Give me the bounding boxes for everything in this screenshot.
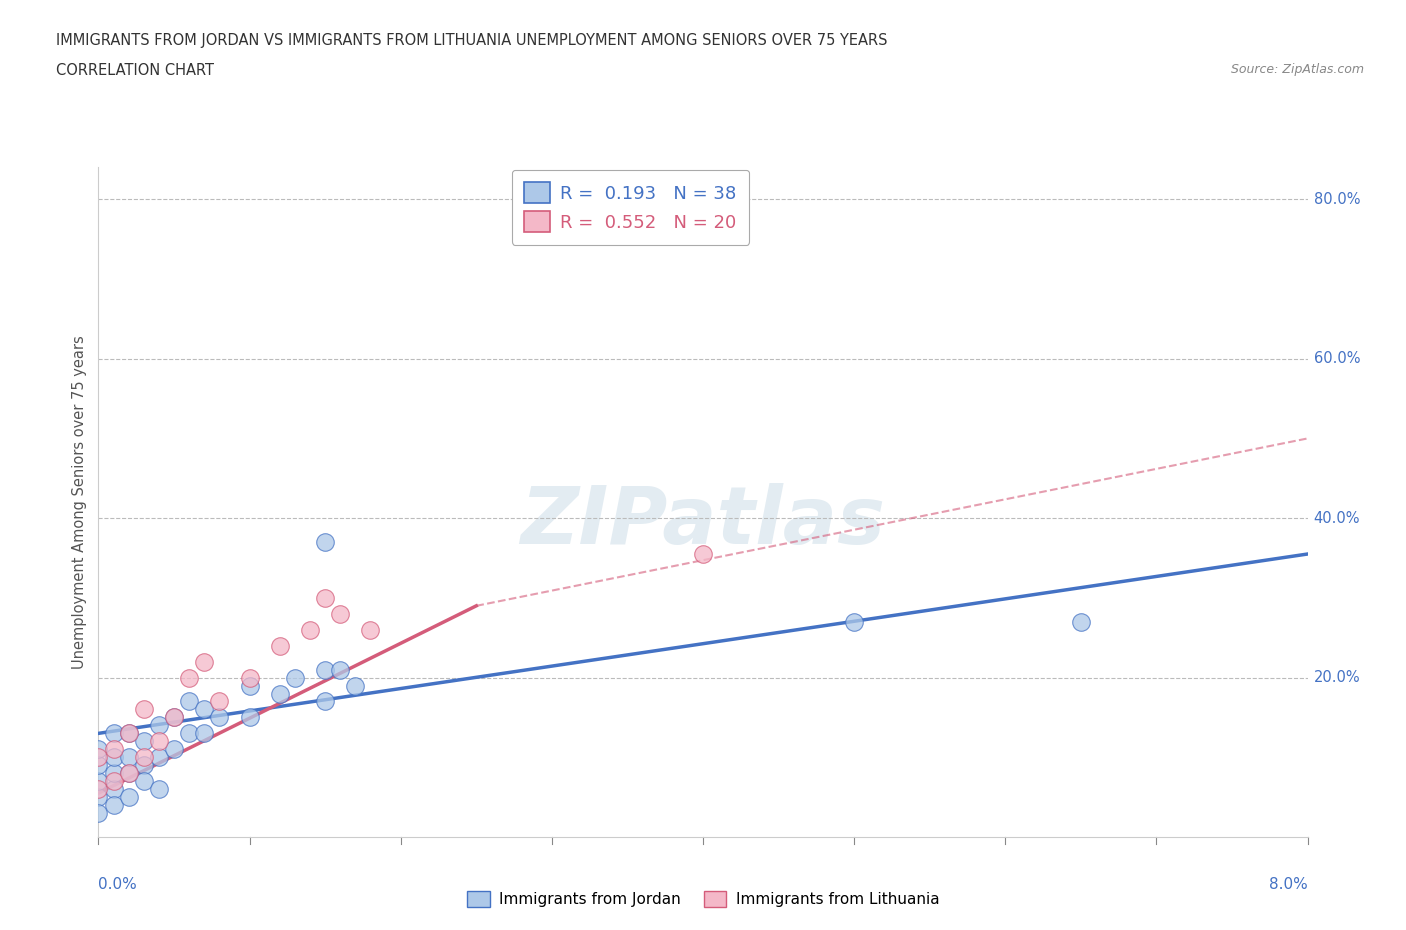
Point	[148, 718, 170, 733]
Point	[208, 710, 231, 724]
Point	[239, 678, 262, 693]
Point	[344, 678, 367, 693]
Point	[193, 702, 215, 717]
Text: 20.0%: 20.0%	[1313, 671, 1360, 685]
Point	[87, 750, 110, 764]
Point	[103, 774, 125, 789]
Point	[692, 547, 714, 562]
Point	[239, 671, 262, 685]
Point	[179, 726, 201, 741]
Point	[314, 694, 336, 709]
Point	[87, 774, 110, 789]
Point	[118, 750, 141, 764]
Point	[193, 726, 215, 741]
Point	[329, 662, 352, 677]
Point	[103, 742, 125, 757]
Point	[163, 710, 186, 724]
Point	[239, 710, 262, 724]
Point	[148, 782, 170, 797]
Point	[118, 765, 141, 780]
Text: 40.0%: 40.0%	[1313, 511, 1360, 525]
Point	[359, 622, 381, 637]
Point	[87, 742, 110, 757]
Point	[179, 671, 201, 685]
Text: CORRELATION CHART: CORRELATION CHART	[56, 63, 214, 78]
Point	[148, 750, 170, 764]
Point	[314, 662, 336, 677]
Point	[118, 726, 141, 741]
Text: ZIPatlas: ZIPatlas	[520, 484, 886, 562]
Text: Source: ZipAtlas.com: Source: ZipAtlas.com	[1230, 63, 1364, 76]
Point	[163, 742, 186, 757]
Point	[148, 734, 170, 749]
Point	[87, 805, 110, 820]
Point	[103, 782, 125, 797]
Point	[103, 726, 125, 741]
Point	[1070, 615, 1092, 630]
Point	[844, 615, 866, 630]
Point	[118, 765, 141, 780]
Point	[269, 686, 291, 701]
Point	[269, 638, 291, 653]
Point	[179, 694, 201, 709]
Text: IMMIGRANTS FROM JORDAN VS IMMIGRANTS FROM LITHUANIA UNEMPLOYMENT AMONG SENIORS O: IMMIGRANTS FROM JORDAN VS IMMIGRANTS FRO…	[56, 33, 887, 47]
Legend: Immigrants from Jordan, Immigrants from Lithuania: Immigrants from Jordan, Immigrants from …	[461, 884, 945, 913]
Point	[87, 782, 110, 797]
Point	[103, 750, 125, 764]
Point	[132, 750, 155, 764]
Y-axis label: Unemployment Among Seniors over 75 years: Unemployment Among Seniors over 75 years	[72, 336, 87, 669]
Point	[132, 758, 155, 773]
Point	[314, 535, 336, 550]
Point	[329, 606, 352, 621]
Point	[118, 790, 141, 804]
Point	[87, 790, 110, 804]
Point	[284, 671, 307, 685]
Point	[314, 591, 336, 605]
Point	[103, 798, 125, 813]
Point	[87, 758, 110, 773]
Point	[163, 710, 186, 724]
Point	[299, 622, 322, 637]
Text: 8.0%: 8.0%	[1268, 877, 1308, 892]
Text: 80.0%: 80.0%	[1313, 192, 1360, 206]
Point	[193, 654, 215, 669]
Point	[132, 734, 155, 749]
Point	[132, 702, 155, 717]
Point	[118, 726, 141, 741]
Point	[208, 694, 231, 709]
Legend: R =  0.193   N = 38, R =  0.552   N = 20: R = 0.193 N = 38, R = 0.552 N = 20	[512, 170, 749, 245]
Point	[103, 765, 125, 780]
Text: 0.0%: 0.0%	[98, 877, 138, 892]
Point	[132, 774, 155, 789]
Text: 60.0%: 60.0%	[1313, 352, 1360, 366]
